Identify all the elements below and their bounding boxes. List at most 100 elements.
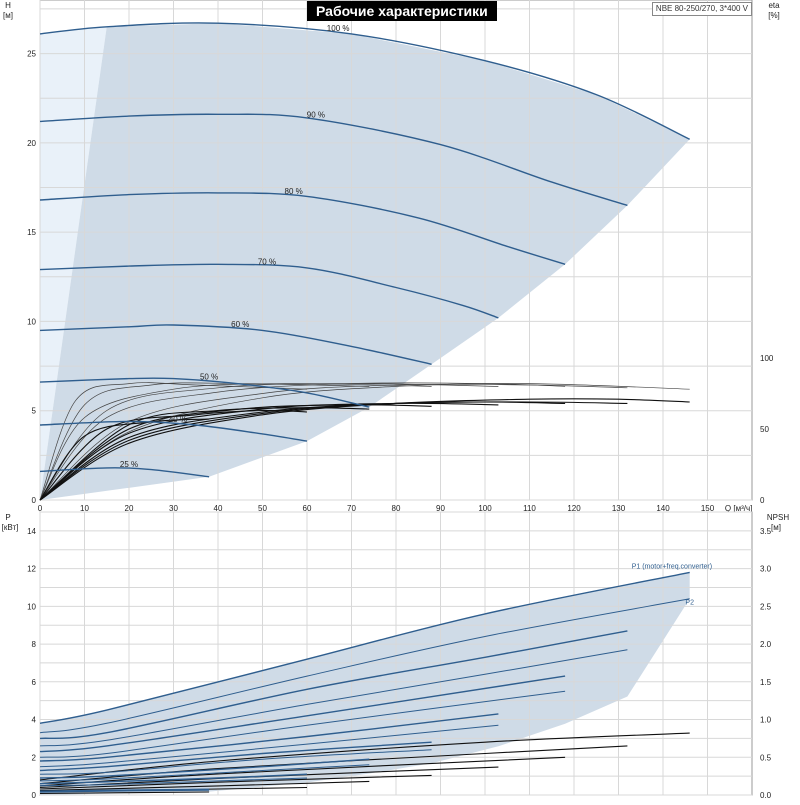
npsh-curve-0 (39, 732, 690, 781)
p1-curve-6 (39, 773, 308, 785)
p-tick-label: 4 (32, 716, 37, 725)
efficiency-curve-upper-4 (39, 383, 432, 501)
head-curve-label: 90 % (307, 111, 325, 120)
head-curve-label: 40 % (169, 415, 187, 424)
efficiency-curve-upper-0 (39, 383, 690, 501)
x-tick-label: 90 (436, 504, 445, 513)
p2-curve-1 (39, 649, 628, 747)
head-curve-90 (39, 113, 628, 207)
efficiency-curve-3 (39, 402, 499, 501)
p-tick-label: 14 (27, 527, 36, 536)
p-tick-label: 12 (27, 565, 36, 574)
head-curve-label: 60 % (231, 320, 249, 329)
head-curve-label: 50 % (200, 372, 218, 381)
npsh-tick-label: 0.0 (760, 791, 772, 800)
p-tick-label: 10 (27, 602, 36, 611)
npsh-curve-7 (39, 791, 210, 795)
y-left-tick-label: 10 (27, 317, 36, 326)
p2-curve-0 (39, 598, 690, 734)
head-curve-label: 70 % (258, 257, 276, 266)
x-tick-label: 150 (701, 504, 715, 513)
p1-curve-0 (39, 571, 690, 724)
x-tick-label: 20 (125, 504, 134, 513)
y-left-tick-label: 25 (27, 50, 36, 59)
x-tick-label: 70 (347, 504, 356, 513)
efficiency-curve-5 (39, 407, 370, 501)
head-curve-40 (39, 420, 308, 442)
p1-curve-4 (39, 741, 432, 772)
y-left-tick-label: 0 (32, 496, 37, 505)
x-tick-label: 110 (523, 504, 536, 513)
x-tick-label: 140 (656, 504, 670, 513)
head-curve-label: 100 % (327, 24, 350, 33)
npsh-tick-label: 1.5 (760, 678, 772, 687)
model-label: NBE 80-250/270, 3*400 V (651, 2, 752, 16)
p2-curve-5 (39, 764, 370, 782)
p1-series-label: P1 (motor+freq.converter) (632, 564, 712, 571)
p2-curve-2 (39, 690, 566, 758)
head-curve-60 (39, 324, 432, 365)
x-tick-label: 130 (612, 504, 626, 513)
p-tick-label: 2 (32, 753, 37, 762)
head-curve-70 (39, 263, 499, 319)
head-curve-100 (39, 22, 691, 140)
npsh-tick-label: 2.5 (760, 602, 772, 611)
head-curve-25 (39, 467, 210, 478)
p2-curve-6 (39, 777, 308, 787)
p1-curve-3 (39, 713, 499, 762)
npsh-axis-unit: [м] (771, 523, 781, 532)
p2-curve-4 (39, 749, 432, 775)
head-curve-label: 25 % (120, 460, 138, 469)
p-axis-label: P (5, 513, 10, 522)
x-axis-label: Q [м³/ч] (725, 504, 752, 513)
y-left-tick-label: 5 (32, 407, 37, 416)
npsh-tick-label: 0.5 (760, 753, 772, 762)
npsh-tick-label: 2.0 (760, 640, 772, 649)
p1-curve-2 (39, 675, 566, 753)
npsh-curve-4 (39, 774, 432, 790)
chart-title: Рабочие характеристики (307, 1, 497, 21)
efficiency-curve-upper-5 (39, 382, 370, 501)
x-tick-label: 120 (567, 504, 581, 513)
y-right-axis-unit: [%] (768, 11, 780, 20)
p2-curve-3 (39, 724, 499, 768)
y-right-tick-label: 50 (760, 425, 769, 434)
x-tick-label: 60 (303, 504, 312, 513)
npsh-curve-5 (39, 780, 370, 792)
x-tick-label: 10 (80, 504, 89, 513)
npsh-axis-label: NPSH (767, 513, 789, 522)
p2-series-label: P2 (685, 599, 694, 606)
npsh-tick-label: 3.5 (760, 527, 772, 536)
p-tick-label: 8 (32, 640, 37, 649)
x-tick-label: 100 (478, 504, 492, 513)
x-tick-label: 0 (38, 504, 43, 513)
x-tick-label: 30 (169, 504, 178, 513)
efficiency-curve-upper-3 (39, 383, 499, 501)
p1-curve-7 (39, 788, 210, 792)
y-right-tick-label: 0 (760, 496, 765, 505)
y-right-tick-label: 100 (760, 354, 774, 363)
head-curve-50 (39, 377, 370, 408)
y-right-axis-label: eta (768, 1, 780, 10)
p-tick-label: 6 (32, 678, 37, 687)
y-left-tick-label: 15 (27, 228, 36, 237)
efficiency-curve-upper-2 (39, 382, 566, 501)
x-tick-label: 40 (214, 504, 223, 513)
y-left-axis-unit: [м] (3, 11, 13, 20)
p1-curve-5 (39, 758, 370, 779)
head-curve-80 (39, 192, 566, 265)
p-axis-unit: [кВт] (2, 523, 19, 532)
head-curve-label: 80 % (285, 187, 303, 196)
y-left-tick-label: 20 (27, 139, 36, 148)
npsh-tick-label: 3.0 (760, 565, 772, 574)
npsh-tick-label: 1.0 (760, 716, 772, 725)
efficiency-curve-6 (39, 409, 308, 501)
x-tick-label: 80 (392, 504, 401, 513)
p-tick-label: 0 (32, 791, 37, 800)
y-left-axis-label: H (5, 1, 11, 10)
p1-curve-1 (39, 630, 628, 740)
efficiency-curve-upper-6 (39, 382, 308, 501)
x-tick-label: 50 (258, 504, 267, 513)
